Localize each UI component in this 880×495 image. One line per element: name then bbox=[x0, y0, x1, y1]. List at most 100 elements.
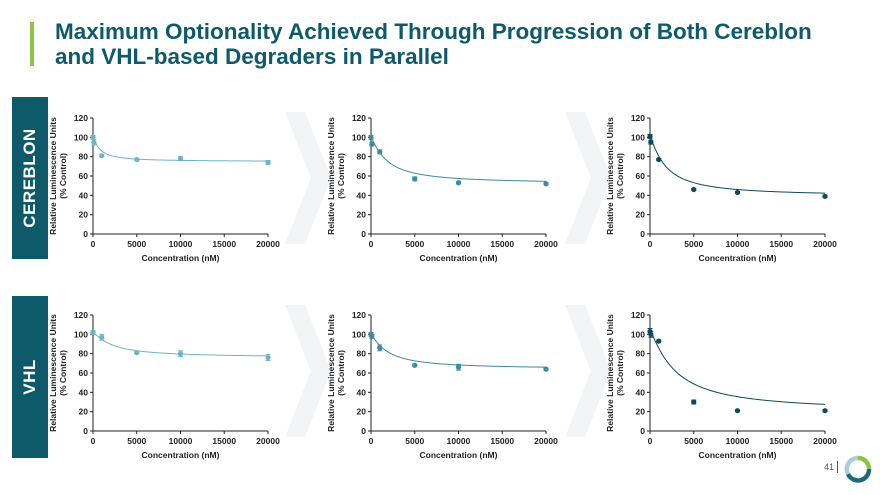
chart-6-y-axis-label-line: Relative Luminescence Units bbox=[605, 314, 615, 432]
chart-1-x-tick-label: 5000 bbox=[127, 239, 146, 249]
chart-4-point bbox=[134, 350, 140, 356]
chart-2-y-tick-label: 40 bbox=[357, 190, 367, 200]
chart-6-x-tick-label: 20000 bbox=[813, 436, 837, 446]
chart-5-fit-curve bbox=[370, 333, 547, 368]
chart-3-y-axis-label-line: (% Control) bbox=[615, 153, 625, 199]
chart-4-y-axis-label-line: Relative Luminescence Units bbox=[48, 314, 58, 432]
chart-2-y-tick-label: 80 bbox=[357, 152, 367, 162]
chart-3-y-tick-label: 20 bbox=[636, 210, 646, 220]
page-number: 41 bbox=[823, 462, 834, 472]
chart-3-y-tick-label: 100 bbox=[631, 132, 645, 142]
chart-2-y-tick-label: 0 bbox=[361, 229, 366, 239]
chart-4-y-tick-label: 120 bbox=[74, 310, 88, 320]
chart-2-x-tick-label: 5000 bbox=[405, 239, 424, 249]
chart-3-point bbox=[647, 133, 653, 139]
chart-4-point bbox=[99, 334, 105, 340]
chart-3-x-tick-label: 15000 bbox=[769, 239, 793, 249]
panel-chevron-0 bbox=[285, 112, 331, 244]
chart-5-x-tick-label: 20000 bbox=[534, 436, 558, 446]
chart-5-y-tick-label: 0 bbox=[361, 426, 366, 436]
chart-5-y-tick-label: 20 bbox=[357, 407, 367, 417]
chart-5-y-axis-label: Relative Luminescence Units(% Control) bbox=[326, 314, 346, 432]
chart-2-point bbox=[369, 141, 375, 147]
chart-4-y-tick-label: 20 bbox=[79, 407, 89, 417]
chart-2-y-tick-label: 20 bbox=[357, 210, 367, 220]
chart-6-y-tick-label: 120 bbox=[631, 310, 645, 320]
chart-6-x-tick-label: 15000 bbox=[769, 436, 793, 446]
chart-3-y-axis-label: Relative Luminescence Units(% Control) bbox=[605, 117, 625, 235]
chart-3-x-tick-label: 20000 bbox=[813, 239, 837, 249]
chart-1-y-tick-label: 100 bbox=[74, 132, 88, 142]
chart-4-y-tick-label: 80 bbox=[79, 349, 89, 359]
chart-3-y-tick-label: 0 bbox=[640, 229, 645, 239]
chart-1-y-tick-label: 60 bbox=[79, 171, 89, 181]
chart-6-y-tick-label: 0 bbox=[640, 426, 645, 436]
chart-5-y-axis-label-line: (% Control) bbox=[336, 350, 346, 396]
chart-2-point bbox=[368, 134, 374, 140]
chart-5-y-tick-label: 60 bbox=[357, 368, 367, 378]
chart-6-point bbox=[691, 399, 697, 405]
chart-2-point bbox=[377, 149, 383, 155]
chart-3-point bbox=[822, 193, 828, 199]
row-label-cereblon: CEREBLON bbox=[12, 97, 48, 259]
chart-3-x-tick-label: 5000 bbox=[684, 239, 703, 249]
chart-5-x-tick-label: 5000 bbox=[405, 436, 424, 446]
chart-1-point bbox=[177, 156, 184, 162]
chart-3-fit-curve bbox=[649, 136, 826, 194]
panel-chevron-3 bbox=[565, 305, 611, 437]
chart-3-y-tick-label: 120 bbox=[631, 113, 645, 123]
chart-6-y-tick-label: 40 bbox=[636, 387, 646, 397]
chart-2-y-tick-label: 100 bbox=[352, 132, 366, 142]
chart-2-point bbox=[455, 180, 462, 186]
chart-5-x-tick-label: 15000 bbox=[490, 436, 514, 446]
chart-6-x-axis-label: Concentration (nM) bbox=[699, 450, 777, 460]
chart-4-y-axis-label: Relative Luminescence Units(% Control) bbox=[48, 314, 68, 432]
chart-1-y-tick-label: 20 bbox=[79, 210, 89, 220]
chart-6-x-tick-label: 10000 bbox=[726, 436, 750, 446]
chart-4-point bbox=[177, 351, 184, 357]
panel-chevron-1 bbox=[565, 112, 611, 244]
chart-6-x-tick-label: 5000 bbox=[684, 436, 703, 446]
chart-1-y-axis-label-line: (% Control) bbox=[58, 153, 68, 199]
chart-3-x-axis-label: Concentration (nM) bbox=[699, 253, 777, 263]
chart-3-point bbox=[648, 139, 654, 145]
chart-4-point bbox=[90, 329, 96, 335]
chart-6-point bbox=[734, 408, 741, 414]
chart-5-y-tick-label: 100 bbox=[352, 329, 366, 339]
chart-2-x-tick-label: 10000 bbox=[447, 239, 471, 249]
chart-2-y-tick-label: 120 bbox=[352, 113, 366, 123]
chart-1-point bbox=[90, 134, 96, 140]
chart-2-fit-curve bbox=[370, 137, 547, 182]
chart-5-point bbox=[543, 366, 549, 372]
chart-4-y-tick-label: 0 bbox=[83, 426, 88, 436]
chart-1-point bbox=[99, 153, 105, 159]
chart-2-point bbox=[543, 181, 549, 187]
chart-4-x-axis-label: Concentration (nM) bbox=[142, 450, 220, 460]
chart-4-x-tick-label: 10000 bbox=[169, 436, 193, 446]
chart-6-y-tick-label: 100 bbox=[631, 329, 645, 339]
chart-5-y-axis-label-line: Relative Luminescence Units bbox=[326, 314, 336, 432]
chart-1-point bbox=[134, 156, 140, 163]
chart-5-x-tick-label: 10000 bbox=[447, 436, 471, 446]
chart-1-point bbox=[265, 159, 271, 166]
chart-1-x-tick-label: 20000 bbox=[256, 239, 280, 249]
chart-4-x-tick-label: 0 bbox=[91, 436, 96, 446]
chart-2-y-axis-label-line: Relative Luminescence Units bbox=[326, 117, 336, 235]
chart-6-y-axis-label-line: (% Control) bbox=[615, 350, 625, 396]
chart-3-x-tick-label: 0 bbox=[648, 239, 653, 249]
chart-6-y-tick-label: 60 bbox=[636, 368, 646, 378]
chart-6-y-axis-label: Relative Luminescence Units(% Control) bbox=[605, 314, 625, 432]
chart-4-point bbox=[265, 354, 271, 361]
chart-3-y-tick-label: 60 bbox=[636, 171, 646, 181]
chart-4-y-tick-label: 60 bbox=[79, 368, 89, 378]
chart-2-y-axis-label-line: (% Control) bbox=[336, 153, 346, 199]
panel-chevron-2 bbox=[285, 305, 331, 437]
chart-2-y-axis-label: Relative Luminescence Units(% Control) bbox=[326, 117, 346, 235]
chart-5-point bbox=[412, 362, 418, 368]
chart-3-y-tick-label: 80 bbox=[636, 152, 646, 162]
chart-1-x-axis-label: Concentration (nM) bbox=[142, 253, 220, 263]
chart-5-x-axis-label: Concentration (nM) bbox=[420, 450, 498, 460]
chart-4-x-tick-label: 15000 bbox=[212, 436, 236, 446]
company-logo-icon bbox=[844, 455, 872, 483]
